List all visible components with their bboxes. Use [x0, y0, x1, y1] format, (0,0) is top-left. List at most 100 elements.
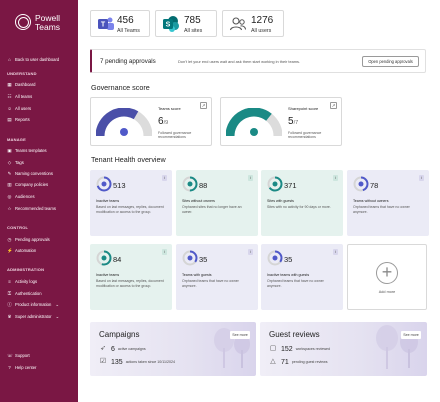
pending-count: 7 pending approvals: [100, 58, 156, 65]
info-icon[interactable]: i: [333, 249, 338, 255]
governance-title: Governance score: [91, 83, 150, 92]
sidebar-item-all-users[interactable]: ☺ All users: [7, 106, 32, 111]
sidebar-item-help-center[interactable]: ? Help center: [8, 365, 37, 370]
ring-icon: [182, 250, 198, 266]
admin-icon: ♛: [7, 314, 12, 319]
template-icon: ▣: [7, 148, 12, 153]
health-card[interactable]: 35 i Teams with guests Orphaned teams that …: [176, 244, 258, 310]
gauge-fill: [96, 108, 139, 137]
health-card[interactable]: 78 i Teams without owners Orphaned teams th…: [347, 170, 429, 236]
rocket-icon: ➶: [100, 345, 106, 352]
expand-icon[interactable]: ↗: [200, 102, 207, 109]
brand-name: Powell Teams: [35, 13, 61, 32]
sharepoint-score-card[interactable]: Sharepoint score 5/7 Followed governance…: [220, 97, 342, 146]
warning-icon: △: [270, 358, 276, 365]
svg-text:T: T: [101, 22, 106, 29]
info-icon[interactable]: i: [248, 249, 253, 255]
nav-heading-administration: ADMINISTRATION: [7, 267, 45, 272]
back-to-dashboard-link[interactable]: ⌂ Back to user dashboard: [8, 57, 60, 62]
ring-icon: [96, 250, 112, 266]
reviews-row: △ 71 pending guest reviews: [270, 358, 328, 366]
stat-all-teams[interactable]: T 456 All Teams: [90, 10, 150, 37]
nav-heading-manage: MANAGE: [7, 137, 26, 142]
open-pending-approvals-button[interactable]: Open pending approvals: [362, 56, 419, 67]
reviews-see-more-button[interactable]: See more: [401, 331, 421, 339]
brand: Powell Teams: [0, 0, 78, 50]
sidebar-item-support[interactable]: ☏ Support: [7, 353, 30, 358]
health-card[interactable]: 371 i Sites with guests Sites with no activ…: [261, 170, 343, 236]
ring-icon: [353, 176, 369, 192]
sidebar-item-naming-conventions[interactable]: ✎ Naming conventions: [7, 171, 53, 176]
info-icon[interactable]: i: [162, 249, 167, 255]
sharepoint-icon: S: [163, 16, 179, 32]
sidebar-item-activity-logs[interactable]: ≡ Activity logs: [8, 279, 38, 284]
trees-illustration: [214, 328, 250, 368]
reviews-row: ▢ 152 workspaces reviewed: [269, 345, 331, 353]
key-icon: ⚿: [7, 291, 12, 296]
health-card[interactable]: 35 i Inactive teams with guests Orphaned te…: [261, 244, 343, 310]
powell-logo-icon: [15, 14, 31, 30]
chevron-down-icon: ⌄: [55, 313, 60, 319]
sidebar-item-dashboard[interactable]: ▦ Dashboard: [7, 82, 36, 87]
sidebar-item-recommended-teams[interactable]: ☆ Recommended teams: [7, 206, 56, 211]
reports-icon: ▤: [7, 117, 12, 122]
teams-score-gauge: [96, 108, 152, 137]
teams-icon: [120, 128, 128, 136]
teams-score-card[interactable]: Teams score 6/9 Followed governance reco…: [90, 97, 212, 146]
policy-icon: ▥: [7, 182, 12, 187]
sharepoint-score-gauge: [226, 108, 282, 137]
sidebar-item-authentication[interactable]: ⚿ Authentication: [7, 291, 42, 296]
health-card[interactable]: 84 i Inactive teams Based on last messages,…: [90, 244, 172, 310]
gauge-fill: [226, 108, 272, 137]
sidebar-item-pending-approvals[interactable]: ◷ Pending approvals: [7, 237, 50, 242]
sidebar-item-audiences[interactable]: ◎ Audiences: [7, 194, 35, 199]
automation-icon: ⚡: [7, 248, 13, 253]
add-more-card[interactable]: + Add more: [347, 244, 427, 310]
pending-approvals-banner: 7 pending approvals Don't let your end u…: [90, 49, 426, 73]
approval-icon: ◷: [7, 237, 12, 242]
tag-icon: ◇: [7, 160, 12, 165]
info-icon[interactable]: i: [162, 175, 167, 181]
campaigns-row: ☑ 135 actions taken since 10/11/2024: [99, 358, 175, 366]
sidebar-item-product-information[interactable]: ⓘ Product information ⌄: [7, 301, 60, 308]
star-icon: ☆: [7, 206, 12, 211]
nav-heading-understand: UNDERSTAND: [7, 71, 37, 76]
sidebar-item-tags[interactable]: ◇ Tags: [7, 160, 24, 165]
review-icon: ▢: [269, 345, 277, 352]
sidebar-item-reports[interactable]: ▤ Reports: [7, 117, 30, 122]
info-icon[interactable]: i: [419, 175, 424, 181]
info-icon[interactable]: i: [248, 175, 253, 181]
users-icon: ☺: [7, 106, 12, 111]
campaigns-see-more-button[interactable]: See more: [230, 331, 250, 339]
ring-icon: [182, 176, 198, 192]
stat-all-users[interactable]: 1276 All users: [222, 10, 284, 37]
help-icon: ?: [8, 365, 11, 370]
ring-icon: [267, 250, 283, 266]
users-icon: [229, 17, 246, 31]
checklist-icon: ☑: [99, 358, 107, 365]
pending-message: Don't let your end users wait and ask th…: [178, 59, 301, 64]
plus-icon: +: [376, 262, 398, 284]
ring-icon: [267, 176, 283, 192]
info-icon[interactable]: i: [333, 175, 338, 181]
campaigns-card[interactable]: Campaigns See more ➶ 6 active campaigns …: [90, 322, 256, 376]
guest-reviews-card[interactable]: Guest reviews See more ▢ 152 workspaces …: [260, 322, 427, 376]
teams-icon: T: [98, 17, 114, 30]
support-icon: ☏: [7, 353, 13, 358]
health-card[interactable]: 88 i Sites without owners Orphaned sites th…: [176, 170, 258, 236]
sidebar-item-all-teams[interactable]: ☷ All teams: [7, 94, 33, 99]
sidebar-item-teams-templates[interactable]: ▣ Teams templates: [7, 148, 47, 153]
sidebar-item-automation[interactable]: ⚡ Automation: [7, 248, 37, 253]
naming-icon: ✎: [7, 171, 12, 176]
expand-icon[interactable]: ↗: [330, 102, 337, 109]
ring-icon: [96, 176, 112, 192]
svg-text:S: S: [166, 22, 171, 29]
sidebar-item-company-policies[interactable]: ▥ Company policies: [7, 182, 49, 187]
activity-icon: ≡: [8, 279, 11, 284]
health-card[interactable]: 513 i Inactive teams Based on last messages…: [90, 170, 172, 236]
sidebar-item-super-administrator[interactable]: ♛ Super administrator ⌄: [7, 313, 60, 320]
stat-all-sites[interactable]: S 785 All sites: [155, 10, 217, 37]
sidebar: Powell Teams ⌂ Back to user dashboard UND…: [0, 0, 78, 402]
nav-heading-control: CONTROL: [7, 225, 29, 230]
campaigns-row: ➶ 6 active campaigns: [100, 345, 146, 353]
